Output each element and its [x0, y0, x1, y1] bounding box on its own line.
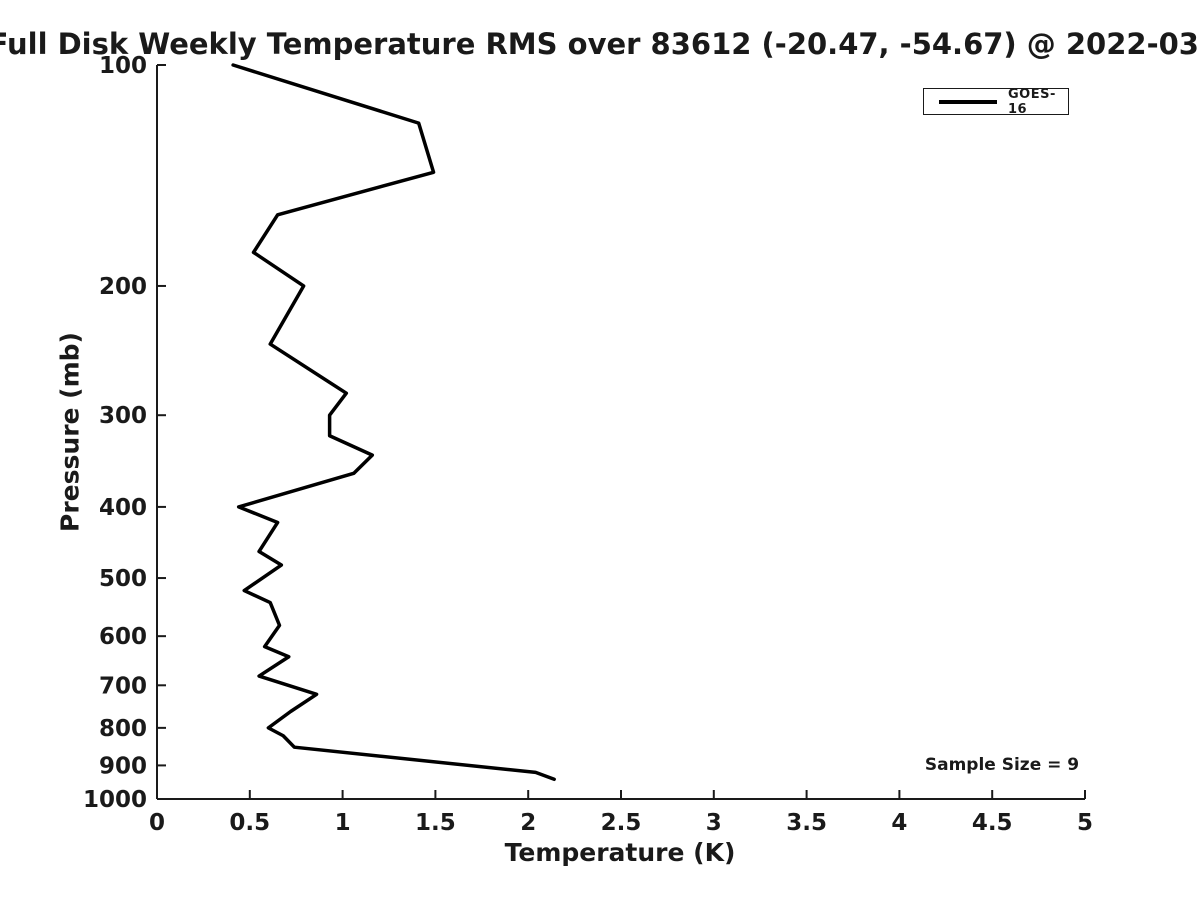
- x-tick-label: 4: [891, 810, 907, 836]
- sample-size-annotation: Sample Size = 9: [924, 755, 1080, 775]
- x-axis-label: Temperature (K): [504, 838, 736, 867]
- x-tick-label: 2.5: [601, 810, 642, 836]
- y-tick-label: 900: [99, 753, 147, 779]
- y-tick-label: 800: [99, 716, 147, 742]
- y-tick-label: 500: [99, 566, 147, 592]
- x-tick-label: 0.5: [229, 810, 270, 836]
- y-tick-label: 400: [99, 495, 147, 521]
- x-tick-label: 1: [335, 810, 351, 836]
- y-tick-label: 200: [99, 274, 147, 300]
- y-tick-label: 300: [99, 403, 147, 429]
- x-tick-label: 2: [520, 810, 536, 836]
- y-tick-label: 1000: [83, 787, 147, 813]
- x-tick-label: 1.5: [415, 810, 456, 836]
- legend: GOES-16: [923, 86, 1069, 117]
- x-tick-label: 3.5: [786, 810, 827, 836]
- chart-title: Full Disk Weekly Temperature RMS over 83…: [0, 27, 1200, 61]
- y-tick-label: 600: [99, 624, 147, 650]
- x-tick-label: 5: [1077, 810, 1093, 836]
- y-tick-label: 700: [99, 673, 147, 699]
- x-tick-label: 4.5: [972, 810, 1013, 836]
- x-tick-label: 3: [706, 810, 722, 836]
- goes16-line: [231, 63, 556, 782]
- x-tick-label: 0: [149, 810, 165, 836]
- legend-line-icon: [939, 99, 997, 104]
- y-tick-label: 100: [99, 53, 147, 79]
- legend-label: GOES-16: [1008, 86, 1056, 117]
